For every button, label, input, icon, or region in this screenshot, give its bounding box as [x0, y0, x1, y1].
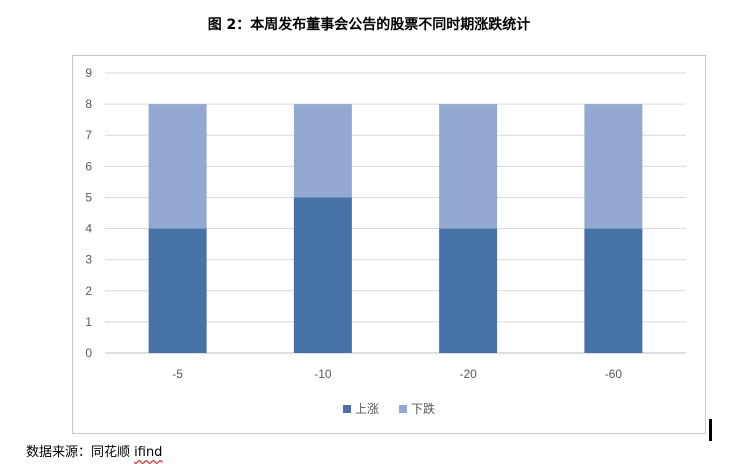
y-tick-label: 2 [85, 284, 92, 298]
y-tick-label: 4 [85, 222, 92, 236]
bar-下跌--5 [148, 104, 207, 229]
x-tick-label: -20 [459, 367, 477, 381]
legend-label: 上涨 [355, 401, 379, 416]
legend-swatch [343, 405, 351, 413]
source-label: 数据来源：同花顺 [26, 445, 135, 460]
y-tick-label: 6 [85, 159, 92, 173]
bar-上涨--10 [293, 197, 352, 353]
y-tick-label: 8 [85, 97, 92, 111]
x-tick-label: -5 [172, 367, 183, 381]
bar-下跌--20 [439, 104, 498, 229]
legend-swatch [399, 405, 407, 413]
y-tick-label: 3 [85, 253, 92, 267]
source-brand: ifind [134, 445, 163, 460]
chart-frame [72, 55, 706, 434]
x-tick-label: -60 [605, 367, 623, 381]
y-tick-label: 9 [85, 66, 92, 80]
bar-下跌--10 [293, 104, 352, 198]
data-source: 数据来源：同花顺 ifind [26, 441, 162, 460]
chart-title: 图 2：本周发布董事会公告的股票不同时期涨跌统计 [207, 17, 531, 33]
bar-上涨--20 [439, 228, 498, 353]
legend-label: 下跌 [411, 401, 435, 416]
text-cursor [709, 419, 712, 441]
bar-上涨--5 [148, 228, 207, 353]
y-tick-label: 7 [85, 128, 92, 142]
y-tick-label: 5 [85, 190, 92, 204]
x-tick-label: -10 [314, 367, 332, 381]
bar-上涨--60 [584, 228, 643, 353]
y-tick-label: 1 [85, 315, 92, 329]
bar-下跌--60 [584, 104, 643, 229]
y-tick-label: 0 [85, 346, 92, 360]
